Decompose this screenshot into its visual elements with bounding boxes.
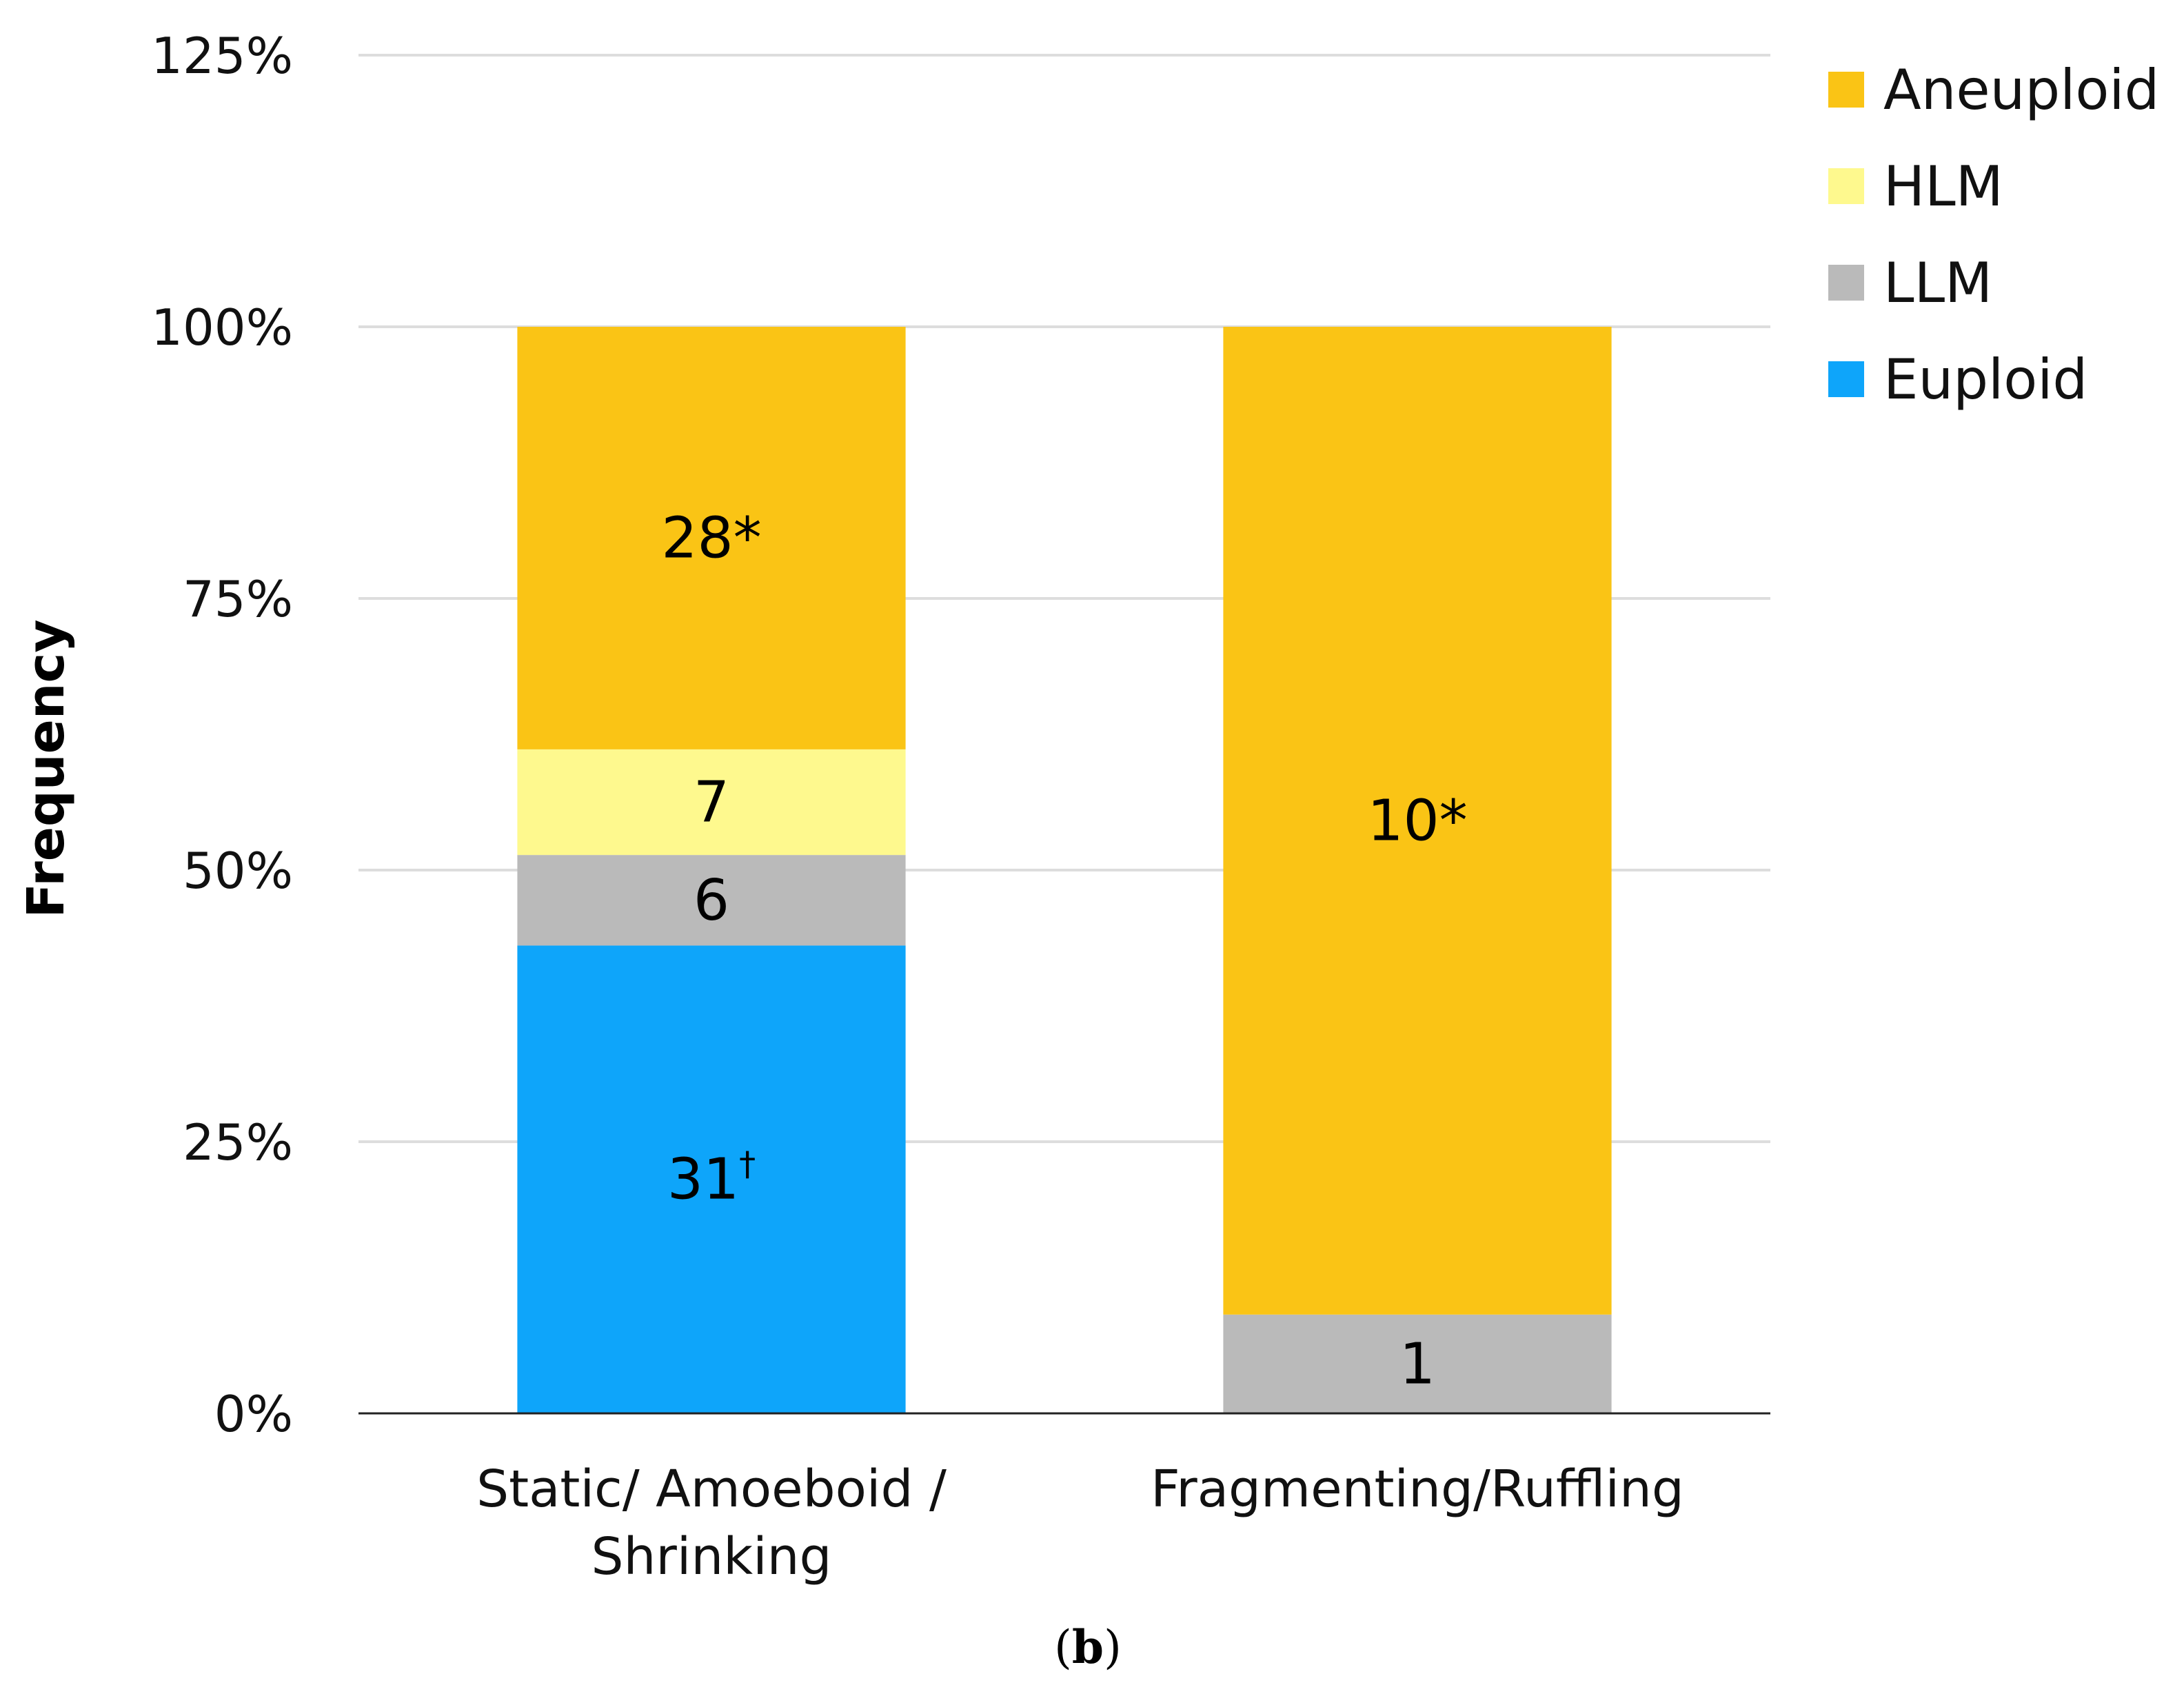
data-label: 10* [1367, 788, 1467, 854]
bar-segment-llm [517, 855, 906, 946]
data-label: 6 [694, 868, 729, 934]
y-tick-label: 25% [183, 1113, 293, 1171]
bars: 31† 6 7 28* 1 10* [517, 327, 1612, 1413]
y-tick-label: 50% [183, 842, 293, 900]
legend-swatch [1828, 168, 1864, 204]
category-labels: Static/ Amoeboid / Shrinking Fragmenting/R… [476, 1460, 1684, 1586]
legend-swatch [1828, 72, 1864, 108]
legend-swatch [1828, 265, 1864, 301]
data-label: 28* [661, 505, 761, 571]
legend: Aneuploid HLM LLM Euploid [1828, 58, 2159, 412]
y-axis-label: Frequency [17, 619, 76, 918]
y-tick-label: 125% [151, 27, 293, 85]
x-category-label: Fragmenting/Ruffling [1151, 1460, 1684, 1519]
x-category-label: Shrinking [591, 1527, 831, 1586]
data-label: 7 [694, 770, 729, 836]
bar-segment-aneuploid [517, 327, 906, 749]
bar-segment-aneuploid [1223, 327, 1612, 1315]
data-label: 1 [1399, 1331, 1435, 1397]
y-tick-label: 0% [214, 1385, 293, 1443]
bar-segment-llm [1223, 1314, 1612, 1413]
legend-label: Aneuploid [1883, 58, 2159, 122]
y-tick-label: 75% [183, 570, 293, 628]
bar-segment-hlm [517, 749, 906, 856]
legend-swatch [1828, 361, 1864, 397]
bar-segment-euploid [517, 945, 906, 1413]
figure-caption: (b) [1054, 1620, 1122, 1674]
data-label: 31† [667, 1145, 756, 1213]
x-category-label: Static/ Amoeboid / [476, 1460, 947, 1519]
y-axis-ticks: 0% 25% 50% 75% 100% 125% [151, 27, 293, 1443]
y-tick-label: 100% [151, 299, 293, 356]
legend-label: Euploid [1883, 347, 2087, 412]
legend-label: HLM [1883, 154, 2003, 219]
legend-label: LLM [1883, 251, 1992, 315]
